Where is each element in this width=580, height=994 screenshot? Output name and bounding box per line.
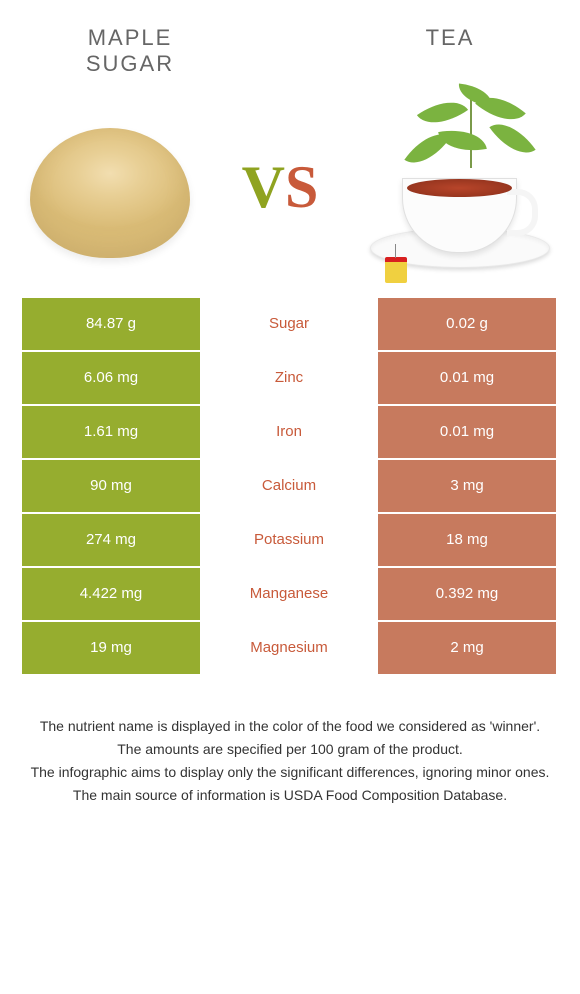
maple-sugar-illustration bbox=[20, 108, 200, 268]
vs-letter-s: S bbox=[285, 153, 318, 222]
left-value: 84.87 g bbox=[22, 298, 200, 350]
left-value: 4.422 mg bbox=[22, 568, 200, 620]
tea-illustration bbox=[360, 88, 560, 288]
nutrient-label: Potassium bbox=[200, 514, 378, 566]
table-row: 1.61 mgIron0.01 mg bbox=[22, 406, 558, 458]
nutrient-label: Zinc bbox=[200, 352, 378, 404]
nutrient-label: Iron bbox=[200, 406, 378, 458]
comparison-table: 84.87 gSugar0.02 g6.06 mgZinc0.01 mg1.61… bbox=[22, 298, 558, 674]
table-row: 4.422 mgManganese0.392 mg bbox=[22, 568, 558, 620]
right-value: 0.01 mg bbox=[378, 352, 556, 404]
nutrient-label: Magnesium bbox=[200, 622, 378, 674]
nutrient-label: Calcium bbox=[200, 460, 378, 512]
footer-line: The nutrient name is displayed in the co… bbox=[20, 716, 560, 737]
right-value: 0.392 mg bbox=[378, 568, 556, 620]
right-value: 3 mg bbox=[378, 460, 556, 512]
footer-line: The main source of information is USDA F… bbox=[20, 785, 560, 806]
title-left: MAPLE SUGAR bbox=[60, 25, 200, 78]
nutrient-label: Manganese bbox=[200, 568, 378, 620]
nutrient-label: Sugar bbox=[200, 298, 378, 350]
table-row: 274 mgPotassium18 mg bbox=[22, 514, 558, 566]
vs-label: VS bbox=[242, 153, 319, 222]
left-value: 6.06 mg bbox=[22, 352, 200, 404]
table-row: 19 mgMagnesium2 mg bbox=[22, 622, 558, 674]
right-value: 0.02 g bbox=[378, 298, 556, 350]
left-value: 1.61 mg bbox=[22, 406, 200, 458]
left-value: 274 mg bbox=[22, 514, 200, 566]
title-right: TEA bbox=[380, 25, 520, 78]
table-row: 6.06 mgZinc0.01 mg bbox=[22, 352, 558, 404]
footer-line: The infographic aims to display only the… bbox=[20, 762, 560, 783]
vs-letter-v: V bbox=[242, 153, 285, 222]
table-row: 90 mgCalcium3 mg bbox=[22, 460, 558, 512]
left-value: 19 mg bbox=[22, 622, 200, 674]
footer-notes: The nutrient name is displayed in the co… bbox=[0, 676, 580, 806]
right-value: 0.01 mg bbox=[378, 406, 556, 458]
header: MAPLE SUGAR TEA bbox=[0, 0, 580, 88]
table-row: 84.87 gSugar0.02 g bbox=[22, 298, 558, 350]
left-value: 90 mg bbox=[22, 460, 200, 512]
right-value: 18 mg bbox=[378, 514, 556, 566]
right-value: 2 mg bbox=[378, 622, 556, 674]
image-row: VS bbox=[0, 88, 580, 288]
footer-line: The amounts are specified per 100 gram o… bbox=[20, 739, 560, 760]
